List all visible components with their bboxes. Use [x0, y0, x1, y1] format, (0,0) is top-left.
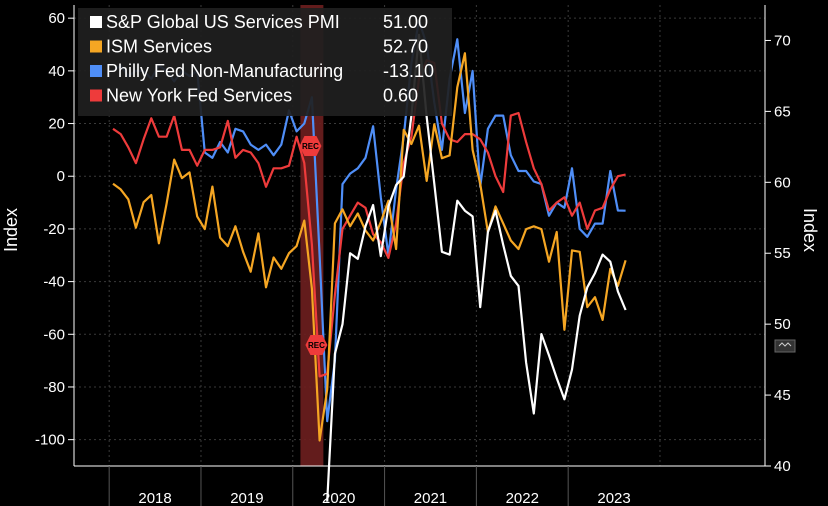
right-tick-label: 70 [774, 32, 791, 49]
left-axis-title: Index [1, 208, 21, 252]
legend-label: S&P Global US Services PMI [106, 12, 340, 32]
x-tick-label: 2019 [230, 490, 263, 506]
left-tick-label: -20 [43, 221, 65, 238]
series-line-4 [112, 59, 626, 378]
right-tick-label: 65 [774, 103, 791, 120]
x-tick-label: 2018 [138, 490, 171, 506]
left-tick-label: -60 [43, 326, 65, 343]
legend: S&P Global US Services PMI 51.00 ISM Servi… [78, 8, 452, 116]
legend-label: New York Fed Services [106, 86, 292, 106]
right-tick-label: 45 [774, 387, 791, 404]
legend-swatch [90, 65, 102, 77]
right-tick-label: 40 [774, 458, 791, 475]
axes: 60 40 20 0 -20 -40 -60 -80 -100 70 65 60 55 50 45 40 201… [1, 5, 820, 506]
right-tick-label: 50 [774, 316, 791, 333]
recession-marker: REC [305, 335, 328, 355]
series-line-2 [112, 52, 627, 442]
legend-value: -13.10 [383, 61, 434, 81]
legend-value: 51.00 [383, 12, 428, 32]
left-tick-label: 60 [48, 10, 65, 27]
left-tick-label: -100 [35, 432, 65, 449]
right-axis-title: Index [800, 208, 820, 252]
left-tick-label: 20 [48, 116, 65, 133]
left-tick-label: 40 [48, 63, 65, 80]
right-tick-label: 55 [774, 245, 791, 262]
left-tick-label: -80 [43, 379, 65, 396]
recession-marker-shape [305, 335, 328, 355]
legend-background [78, 8, 452, 116]
recession-marker-label: REC [302, 142, 319, 151]
left-tick-label: 0 [57, 168, 65, 185]
series-line-1 [326, 33, 627, 502]
x-tick-label: 2020 [322, 490, 355, 506]
legend-swatch [90, 16, 102, 28]
legend-label: Philly Fed Non-Manufacturing [106, 61, 343, 81]
legend-value: 0.60 [383, 86, 418, 106]
legend-swatch [90, 40, 102, 53]
x-tick-label: 2022 [506, 490, 539, 506]
recession-markers: REC REC [299, 136, 328, 355]
recession-marker-shape [299, 136, 322, 156]
legend-label: ISM Services [106, 37, 212, 57]
left-tick-label: -40 [43, 274, 65, 291]
recession-marker: REC [299, 136, 322, 156]
legend-swatch [90, 89, 102, 102]
x-tick-label: 2023 [597, 490, 630, 506]
chart-options-icon[interactable] [774, 339, 796, 353]
x-tick-label: 2021 [414, 490, 447, 506]
right-tick-label: 60 [774, 174, 791, 191]
legend-value: 52.70 [383, 37, 428, 57]
recession-marker-label: REC [308, 341, 325, 350]
